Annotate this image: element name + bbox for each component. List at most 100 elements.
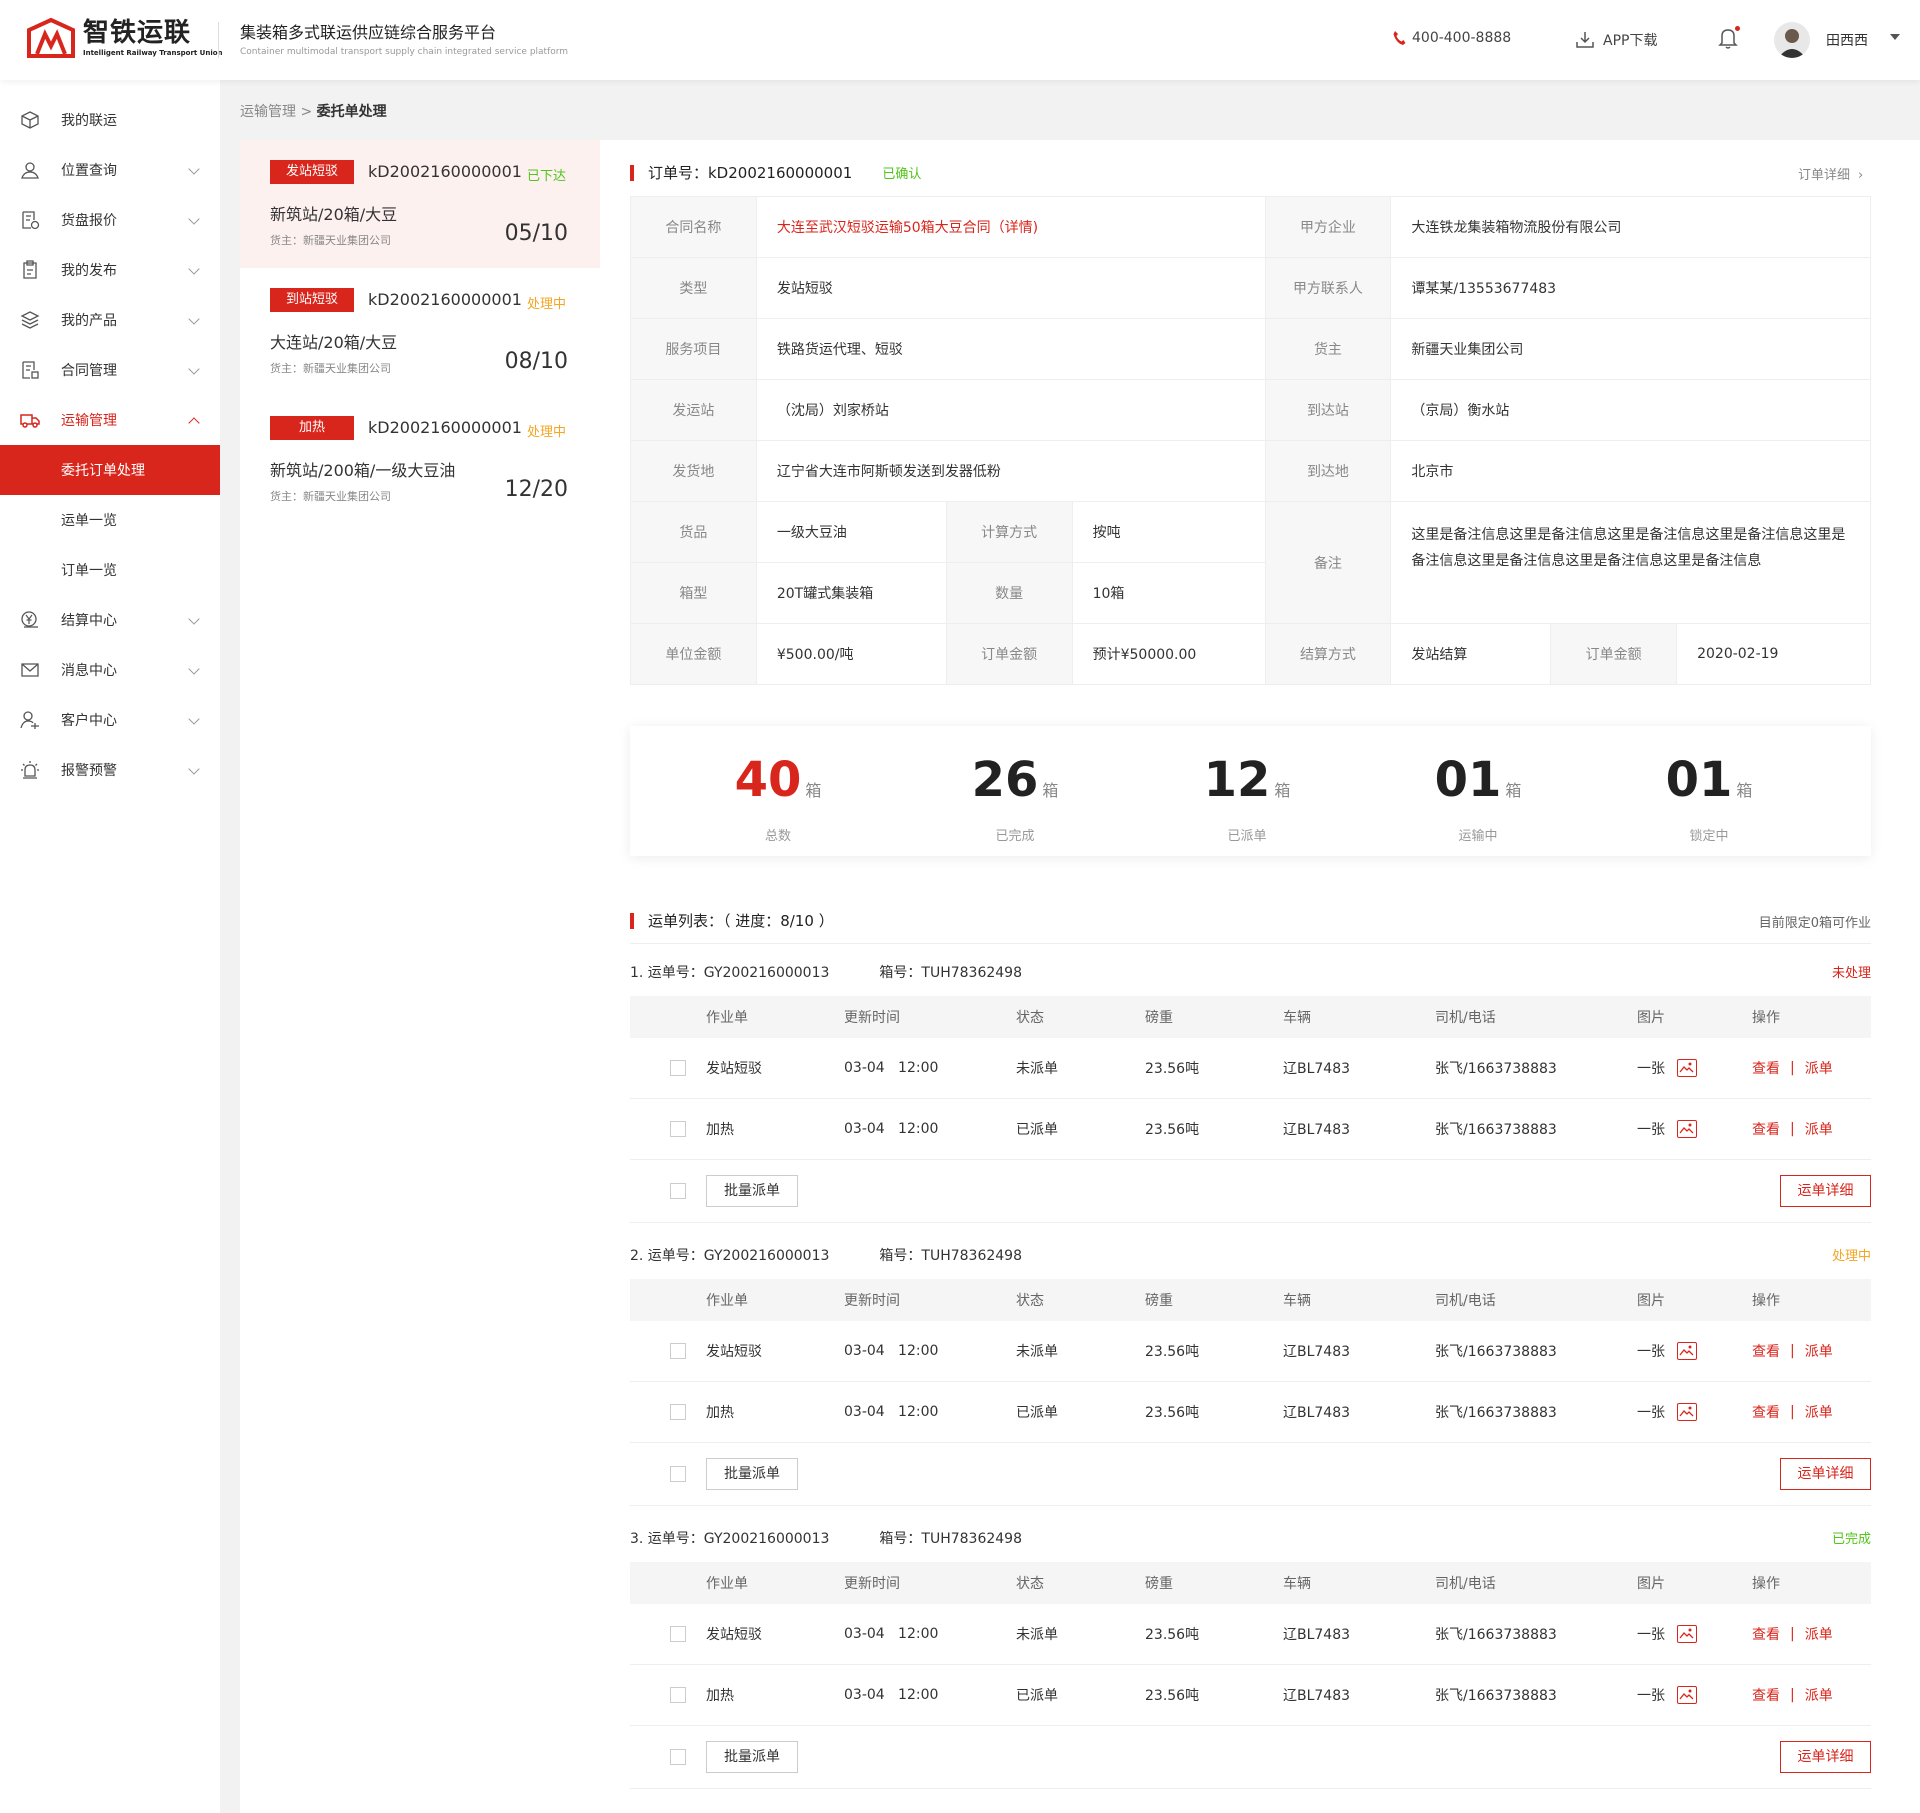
- notification-button[interactable]: [1718, 26, 1740, 52]
- stat-unit: 箱: [1042, 781, 1059, 800]
- row-checkbox[interactable]: [670, 1626, 686, 1642]
- sidebar-subitem-waybills[interactable]: 运单一览: [61, 513, 117, 529]
- dispatch-link[interactable]: 派单: [1804, 1344, 1833, 1360]
- dispatch-link[interactable]: 派单: [1804, 1061, 1833, 1077]
- view-link[interactable]: 查看: [1752, 1405, 1780, 1421]
- column-header: 操作: [1752, 1010, 1780, 1026]
- image-icon[interactable]: [1677, 1342, 1697, 1360]
- table-header: 作业单 更新时间 状态 磅重 车辆 司机/电话 图片 操作: [630, 1562, 1871, 1604]
- top-header: 智铁运联 Intelligent Railway Transport Union…: [0, 0, 1920, 80]
- view-link[interactable]: 查看: [1752, 1688, 1780, 1704]
- sidebar-item-settlement[interactable]: 结算中心: [0, 595, 220, 645]
- dispatch-link[interactable]: 派单: [1804, 1405, 1833, 1421]
- sidebar-item-products[interactable]: 我的产品: [0, 295, 220, 345]
- waybill-detail-button[interactable]: 运单详细: [1780, 1458, 1871, 1490]
- waybill-detail-button[interactable]: 运单详细: [1780, 1741, 1871, 1773]
- info-key: 货主: [1264, 318, 1392, 380]
- sidebar-item-quote[interactable]: 货盘报价: [0, 195, 220, 245]
- contract-name-link[interactable]: 大连至武汉短驳运输50箱大豆合同（详情): [755, 196, 1266, 258]
- select-all-checkbox[interactable]: [670, 1749, 686, 1765]
- sidebar-item-label: 位置查询: [61, 163, 117, 179]
- column-header: 更新时间: [844, 1576, 900, 1592]
- view-link[interactable]: 查看: [1752, 1627, 1780, 1643]
- dispatch-state: 未派单: [1016, 1061, 1058, 1077]
- table-row: 加热 03-04 12:00 已派单 23.56吨 辽BL7483 张飞/16637388…: [630, 1382, 1871, 1443]
- sidebar-item-customers[interactable]: 客户中心: [0, 695, 220, 745]
- user-menu-caret-icon[interactable]: [1890, 34, 1900, 40]
- job-type: 发站短驳: [706, 1344, 762, 1360]
- user-name[interactable]: 田西西: [1826, 33, 1868, 49]
- info-value: 发站结算: [1390, 623, 1552, 685]
- dispatch-link[interactable]: 派单: [1804, 1122, 1833, 1138]
- stat-total: 40 箱 总数: [708, 754, 848, 844]
- update-time: 03-04 12:00: [844, 1404, 939, 1420]
- hotline[interactable]: 400-400-8888: [1392, 30, 1511, 46]
- box-number: 箱号：TUH78362498: [879, 1531, 1022, 1547]
- batch-dispatch-button[interactable]: 批量派单: [706, 1741, 798, 1773]
- batch-dispatch-button[interactable]: 批量派单: [706, 1458, 798, 1490]
- order-card[interactable]: 到站短驳 kD2002160000001 处理中 大连站/20箱/大豆 货主：新…: [240, 268, 600, 396]
- info-value: 20T罐式集装箱: [755, 562, 947, 624]
- sidebar-item-location[interactable]: 位置查询: [0, 145, 220, 195]
- avatar[interactable]: [1774, 22, 1810, 58]
- app-download-link[interactable]: APP下载: [1575, 30, 1657, 50]
- waybill-footer: 批量派单 运单详细: [630, 1443, 1871, 1505]
- info-value: （京局）衡水站: [1390, 379, 1871, 441]
- vehicle: 辽BL7483: [1283, 1344, 1351, 1360]
- box-number: 箱号：TUH78362498: [879, 1248, 1022, 1264]
- picture-cell: 一张: [1637, 1038, 1697, 1098]
- map-pin-icon: [21, 162, 39, 179]
- clipboard-icon: [23, 260, 37, 279]
- row-checkbox[interactable]: [670, 1404, 686, 1420]
- image-icon[interactable]: [1677, 1120, 1697, 1138]
- select-all-checkbox[interactable]: [670, 1466, 686, 1482]
- column-header: 操作: [1752, 1576, 1780, 1592]
- sidebar-subitem-orders[interactable]: 订单一览: [61, 563, 117, 579]
- view-link[interactable]: 查看: [1752, 1344, 1780, 1360]
- image-icon[interactable]: [1677, 1625, 1697, 1643]
- row-checkbox[interactable]: [670, 1121, 686, 1137]
- brand-logo[interactable]: 智铁运联 Intelligent Railway Transport Union: [25, 16, 223, 60]
- sidebar-item-transport[interactable]: 运输管理: [0, 395, 220, 445]
- sidebar-item-my-transport[interactable]: 我的联运: [0, 95, 220, 145]
- row-checkbox[interactable]: [670, 1060, 686, 1076]
- view-link[interactable]: 查看: [1752, 1122, 1780, 1138]
- select-all-checkbox[interactable]: [670, 1183, 686, 1199]
- customer-icon: [20, 711, 39, 729]
- dispatch-link[interactable]: 派单: [1804, 1627, 1833, 1643]
- dispatch-link[interactable]: 派单: [1804, 1688, 1833, 1704]
- chevron-down-icon: [188, 613, 200, 625]
- view-link[interactable]: 查看: [1752, 1061, 1780, 1077]
- column-header: 状态: [1016, 1293, 1044, 1309]
- image-icon[interactable]: [1677, 1686, 1697, 1704]
- row-checkbox[interactable]: [670, 1687, 686, 1703]
- sidebar-item-messages[interactable]: 消息中心: [0, 645, 220, 695]
- sidebar-item-label: 结算中心: [61, 613, 117, 629]
- column-header: 作业单: [706, 1576, 748, 1592]
- vehicle: 辽BL7483: [1283, 1688, 1351, 1704]
- batch-dispatch-button[interactable]: 批量派单: [706, 1175, 798, 1207]
- image-icon[interactable]: [1677, 1059, 1697, 1077]
- picture-cell: 一张: [1637, 1099, 1697, 1159]
- order-type-tag: 加热: [270, 416, 354, 440]
- column-header: 磅重: [1145, 1293, 1173, 1309]
- order-list: 发站短驳 kD2002160000001 已下达 新筑站/20箱/大豆 货主：新…: [240, 140, 600, 1813]
- waybill-detail-button[interactable]: 运单详细: [1780, 1175, 1871, 1207]
- order-card[interactable]: 发站短驳 kD2002160000001 已下达 新筑站/20箱/大豆 货主：新…: [240, 140, 600, 268]
- stat-number: 12: [1203, 752, 1271, 808]
- sidebar-subitem-entrust-orders[interactable]: 委托订单处理: [0, 445, 220, 495]
- picture-cell: 一张: [1637, 1665, 1697, 1725]
- info-key: 箱型: [630, 562, 757, 624]
- sidebar-item-contracts[interactable]: 合同管理: [0, 345, 220, 395]
- sidebar-item-publish[interactable]: 我的发布: [0, 245, 220, 295]
- sidebar-item-alarms[interactable]: 报警预警: [0, 745, 220, 795]
- info-key: 结算方式: [1264, 623, 1392, 685]
- row-actions: 查看 | 派单: [1752, 1038, 1833, 1098]
- order-detail-link[interactable]: 订单详细 ›: [1798, 164, 1863, 183]
- image-icon[interactable]: [1677, 1403, 1697, 1421]
- order-card[interactable]: 加热 kD2002160000001 处理中 新筑站/200箱/一级大豆油 货主…: [240, 396, 600, 524]
- breadcrumb: 运输管理 > 委托单处理: [240, 101, 387, 121]
- row-checkbox[interactable]: [670, 1343, 686, 1359]
- breadcrumb-parent[interactable]: 运输管理: [240, 104, 296, 120]
- info-value: 按吨: [1071, 501, 1266, 563]
